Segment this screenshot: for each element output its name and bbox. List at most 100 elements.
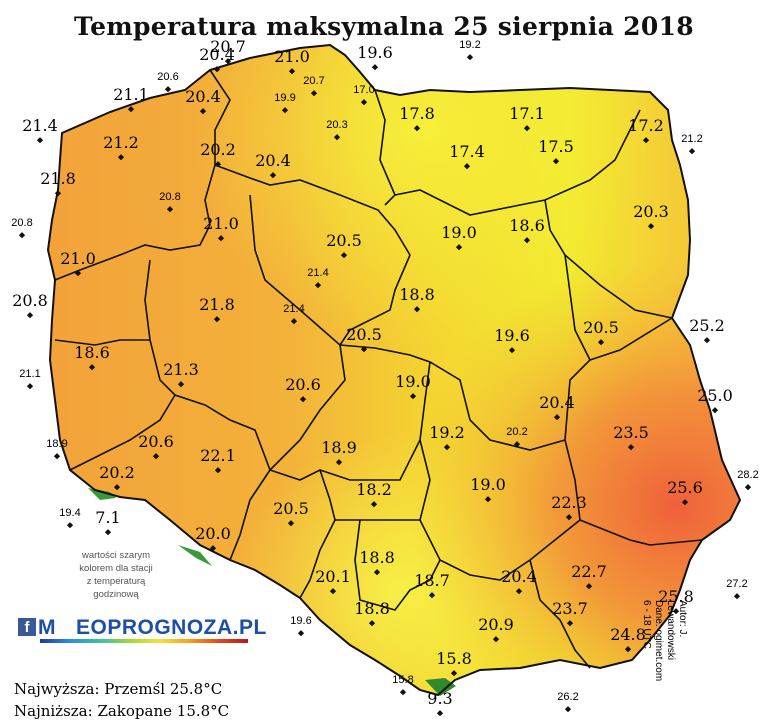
extremes-summary: Najwyższa: Przemśl 25.8°C Najniższa: Zak… (14, 678, 229, 722)
station-value: 23.7 (552, 599, 588, 618)
station-marker (373, 569, 381, 576)
station: 18.7 (414, 571, 450, 599)
lowest-temperature: Najniższa: Zakopane 15.8°C (14, 702, 230, 720)
station-value: 18.8 (359, 548, 395, 567)
station: 21.4 (283, 303, 305, 325)
station-value: 21.3 (163, 360, 199, 379)
station-value: 20.2 (506, 426, 527, 438)
station-value: 21.8 (199, 295, 235, 314)
voivodeship-borders (54, 69, 703, 669)
station: 18.8 (354, 599, 390, 627)
legend-note-line: kolorem dla stacji (79, 563, 153, 574)
station-value: 18.8 (354, 599, 390, 618)
station-value: 22.7 (571, 562, 607, 581)
station-value: 20.4 (185, 87, 221, 106)
legend-note-line: wartości szarym (81, 550, 151, 561)
station-marker (166, 206, 174, 213)
station-value: 22.1 (200, 446, 236, 465)
data-source-line: Dane: ogimet.com (653, 600, 664, 682)
station-value: 18.7 (414, 571, 450, 590)
station: 21.8 (40, 169, 76, 197)
station-marker (26, 312, 34, 319)
station-value: 19.2 (459, 39, 480, 51)
station-marker (703, 337, 711, 344)
station-value: 21.2 (103, 133, 139, 152)
station-value: 21.8 (40, 169, 76, 188)
station-marker (164, 86, 172, 93)
station-value: 20.6 (138, 432, 174, 451)
station-marker (297, 630, 305, 637)
station-value: 18.6 (509, 216, 545, 235)
station-value: 22.3 (551, 493, 587, 512)
station-marker (36, 137, 44, 144)
station-value: 21.4 (283, 303, 304, 315)
station-value: 27.2 (726, 578, 747, 590)
station-value: 19.4 (59, 507, 80, 519)
station: 17.2 (628, 116, 664, 144)
station-value: 19.0 (441, 223, 477, 242)
station-marker (484, 496, 492, 503)
station-value: 21.0 (274, 47, 310, 66)
station-marker (565, 514, 573, 521)
station-marker (224, 58, 232, 65)
station: 18.2 (356, 480, 392, 508)
station-marker (566, 620, 574, 627)
logo-text: EOPROGNOZA.PL (76, 616, 267, 639)
station-value: 20.9 (478, 615, 514, 634)
mountain-tatra (425, 678, 456, 696)
station-marker (413, 306, 421, 313)
station-value: 19.0 (470, 475, 506, 494)
station-marker (213, 66, 221, 73)
station: 21.2 (681, 133, 703, 155)
station: 19.2 (429, 423, 465, 451)
station: 20.4 (199, 45, 235, 73)
station-marker (436, 710, 444, 717)
station-value: 20.4 (501, 567, 537, 586)
station: 20.9 (478, 615, 514, 643)
station: 25.8 (658, 587, 694, 615)
station-marker (199, 108, 207, 115)
station-marker (214, 161, 222, 168)
station-marker (217, 235, 225, 242)
station-value: 28.2 (737, 469, 758, 481)
station-value: 19.6 (290, 615, 311, 627)
station-value: 19.0 (395, 372, 431, 391)
station-marker (624, 646, 632, 653)
time-range-line: 6 - 18 UTC (641, 600, 652, 649)
mountain-snieznik (178, 545, 212, 566)
author-line: Autor: J. Lewandowski (665, 600, 688, 661)
station: 22.3 (551, 493, 587, 521)
station-value: 20.0 (195, 524, 231, 543)
station-marker (672, 608, 680, 615)
station-value: 17.4 (449, 142, 485, 161)
station: 20.8 (12, 291, 48, 319)
station: 22.1 (200, 446, 236, 474)
station-value: 18.9 (46, 438, 67, 450)
station-value: 20.6 (157, 71, 178, 83)
station: 20.5 (273, 499, 309, 527)
station: 22.7 (571, 562, 607, 590)
station-value: 20.7 (210, 37, 246, 56)
station-value: 19.2 (429, 423, 465, 442)
station-marker (117, 154, 125, 161)
station-marker (127, 106, 135, 113)
station-marker (564, 706, 572, 713)
legend-note-line: z temperaturą (86, 576, 146, 587)
station-marker (515, 588, 523, 595)
station: 15.8 (436, 649, 472, 677)
station-value: 20.8 (159, 191, 180, 203)
station: 18.8 (359, 548, 395, 576)
station-value: 17.0 (353, 84, 374, 96)
station-marker (428, 592, 436, 599)
station: 18.9 (321, 438, 357, 466)
station: 20.5 (346, 325, 382, 353)
station: 21.0 (274, 47, 310, 75)
station-value: 18.2 (356, 480, 392, 499)
station: 26.2 (557, 691, 579, 713)
station-marker (409, 393, 417, 400)
station-marker (54, 190, 62, 197)
station: 27.2 (726, 578, 748, 600)
station-marker (18, 232, 26, 239)
